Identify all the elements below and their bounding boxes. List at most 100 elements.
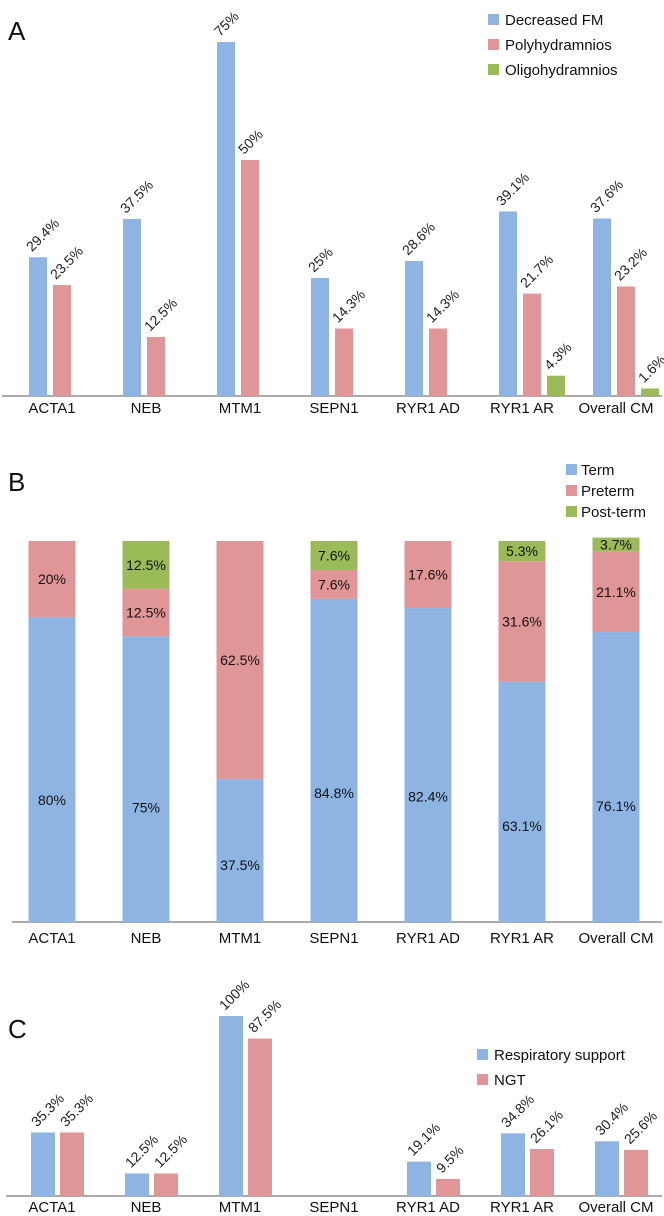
panel-a-tick-ryr1-ar: RYR1 AR: [490, 400, 554, 417]
panel-a-bar-oligohydramnios-overall-cm: [641, 388, 659, 396]
panel-b-legend-swatch-preterm: [566, 485, 577, 496]
panel-b-bar-term-mtm1: [216, 779, 264, 922]
panel-a-label-oligohydramnios-ryr1-ar: 4.3%: [541, 339, 575, 373]
panel-a-label-decreased-fm-acta1: 29.4%: [23, 215, 62, 254]
panel-c-label-ngt-ryr1-ar: 26.1%: [527, 1107, 566, 1146]
panel-a-label-polyhydramnios-overall-cm: 23.2%: [611, 244, 650, 283]
panel-b-legend-swatch-term: [566, 464, 577, 475]
panel-b-bar-preterm-mtm1: [216, 541, 264, 780]
panel-c-bar-respiratory-support-mtm1: [219, 1016, 243, 1196]
panel-b-label-preterm-acta1: 20%: [38, 571, 66, 587]
panel-b-bar-preterm-neb: [122, 588, 170, 637]
panel-a-label-polyhydramnios-acta1: 23.5%: [47, 243, 86, 282]
panel-b-bar-term-ryr1-ar: [498, 681, 546, 922]
panel-a-bar-decreased-fm-ryr1-ad: [405, 261, 423, 396]
panel-a-label-decreased-fm-ryr1-ad: 28.6%: [399, 219, 438, 258]
panel-b-tick-acta1: ACTA1: [28, 930, 75, 947]
panel-a-bar-decreased-fm-overall-cm: [593, 218, 611, 396]
panel-b-bar-preterm-ryr1-ad: [404, 541, 452, 609]
panel-c-tick-mtm1: MTM1: [219, 1199, 262, 1216]
panel-b-label-post-term-neb: 12.5%: [126, 557, 166, 573]
panel-b-label-term-ryr1-ad: 82.4%: [408, 788, 448, 804]
panel-a-legend-oligohydramnios: Oligohydramnios: [505, 62, 618, 79]
panel-b-bar-term-sepn1: [310, 598, 358, 922]
panel-b-tick-neb: NEB: [131, 930, 162, 947]
panel-b-bar-term-acta1: [28, 617, 76, 922]
panel-c-bar-ngt-overall-cm: [624, 1149, 648, 1196]
panel-b-bar-preterm-overall-cm: [592, 551, 640, 633]
panel-b-bar-preterm-ryr1-ar: [498, 561, 546, 682]
panel-a-bar-polyhydramnios-ryr1-ad: [429, 328, 447, 396]
panel-b-tick-sepn1: SEPN1: [309, 930, 358, 947]
panel-c-bar-ngt-mtm1: [248, 1038, 272, 1196]
panel-c-legend-swatch-respiratory-support: [477, 1049, 488, 1060]
panel-c-bar-respiratory-support-overall-cm: [595, 1141, 619, 1196]
panel-b-tick-ryr1-ad: RYR1 AD: [396, 930, 460, 947]
panel-b-bar-post-term-neb: [122, 541, 170, 589]
panel-b-bar-post-term-sepn1: [310, 541, 358, 570]
panel-c-label-ngt-acta1: 35.3%: [57, 1090, 96, 1129]
panel-c-bar-respiratory-support-ryr1-ar: [501, 1133, 525, 1196]
panel-c-bar-respiratory-support-ryr1-ad: [407, 1161, 431, 1196]
panel-c-label-ngt-mtm1: 87.5%: [245, 996, 284, 1035]
panel-a-bar-decreased-fm-acta1: [29, 257, 47, 396]
panel-b-label-preterm-ryr1-ad: 17.6%: [408, 567, 448, 583]
panel-c-tick-ryr1-ar: RYR1 AR: [490, 1199, 554, 1216]
panel-b-bar-preterm-sepn1: [310, 569, 358, 599]
panel-c-bar-respiratory-support-acta1: [31, 1132, 55, 1196]
panel-a-tick-overall-cm: Overall CM: [578, 400, 653, 417]
panel-a-bar-polyhydramnios-ryr1-ar: [523, 293, 541, 396]
panel-b-label-term-neb: 75%: [132, 800, 160, 816]
panel-c-bar-ngt-neb: [154, 1173, 178, 1196]
chart-marks: ACTA1 NEB MTM1 SEPN1 RYR1 AD RYR1 AR Overall C…: [2, 8, 664, 1216]
panel-b-legend-swatch-post-term: [566, 506, 577, 517]
panel-a-bar-polyhydramnios-mtm1: [241, 160, 259, 396]
panel-a-label-decreased-fm-ryr1-ar: 39.1%: [493, 169, 532, 208]
panel-a-legend-decreased-fm: Decreased FM: [505, 12, 603, 29]
panel-a-tick-neb: NEB: [131, 400, 162, 417]
panel-c-label-respiratory-support-ryr1-ad: 19.1%: [404, 1119, 443, 1158]
panel-c-tick-overall-cm: Overall CM: [578, 1199, 653, 1216]
panel-b-legend-term: Term: [581, 462, 614, 479]
panel-b-bar-term-ryr1-ad: [404, 608, 452, 922]
panel-a-label-decreased-fm-neb: 37.5%: [117, 177, 156, 216]
panel-a-bar-polyhydramnios-overall-cm: [617, 286, 635, 396]
panel-a-label-polyhydramnios-ryr1-ad: 14.3%: [423, 286, 462, 325]
panel-b-tick-ryr1-ar: RYR1 AR: [490, 930, 554, 947]
panel-a-legend-swatch-polyhydramnios: [488, 39, 499, 50]
panel-b-legend-preterm: Preterm: [581, 483, 634, 500]
panel-c-bar-respiratory-support-neb: [125, 1173, 149, 1196]
panel-a-bar-oligohydramnios-ryr1-ar: [547, 375, 565, 396]
panel-a-bar-polyhydramnios-sepn1: [335, 328, 353, 396]
panel-c-label-ngt-ryr1-ad: 9.5%: [433, 1142, 467, 1176]
panel-a-label-decreased-fm-sepn1: 25%: [305, 244, 336, 275]
panel-a-label-decreased-fm-overall-cm: 37.6%: [587, 176, 626, 215]
panel-b-label-term-ryr1-ar: 63.1%: [502, 818, 542, 834]
panel-a-bar-decreased-fm-mtm1: [217, 42, 235, 396]
panel-c-tick-acta1: ACTA1: [28, 1199, 75, 1216]
panel-a-legend-swatch-oligohydramnios: [488, 64, 499, 75]
panel-a-tick-ryr1-ad: RYR1 AD: [396, 400, 460, 417]
panel-a-label-polyhydramnios-sepn1: 14.3%: [329, 286, 368, 325]
panel-b-tick-mtm1: MTM1: [219, 930, 262, 947]
panel-b-label-term-acta1: 80%: [38, 792, 66, 808]
panel-b-label-preterm-overall-cm: 21.1%: [596, 584, 636, 600]
panel-a-label-polyhydramnios-mtm1: 50%: [235, 126, 266, 157]
panel-b-label-preterm-mtm1: 62.5%: [220, 652, 260, 668]
panel-c-legend-ngt: NGT: [494, 1072, 526, 1089]
panel-c-label-ngt-neb: 12.5%: [151, 1131, 190, 1170]
panel-b-bar-term-overall-cm: [592, 632, 640, 922]
panel-c-bar-ngt-ryr1-ad: [436, 1178, 460, 1196]
panel-b-label-post-term-overall-cm: 3.7%: [600, 537, 632, 553]
panel-b-label-term-mtm1: 37.5%: [220, 857, 260, 873]
panel-b-label-post-term-sepn1: 7.6%: [318, 547, 350, 563]
panel-c-label-respiratory-support-mtm1: 100%: [216, 976, 253, 1013]
panel-c-tick-neb: NEB: [131, 1199, 162, 1216]
panel-a-label-polyhydramnios-neb: 12.5%: [141, 295, 180, 334]
panel-a-bar-decreased-fm-ryr1-ar: [499, 211, 517, 396]
panel-b-label-term-overall-cm: 76.1%: [596, 798, 636, 814]
panel-b-tick-overall-cm: Overall CM: [578, 930, 653, 947]
panel-b-bar-term-neb: [122, 636, 170, 922]
panel-c-label-respiratory-support-ryr1-ar: 34.8%: [498, 1091, 537, 1130]
